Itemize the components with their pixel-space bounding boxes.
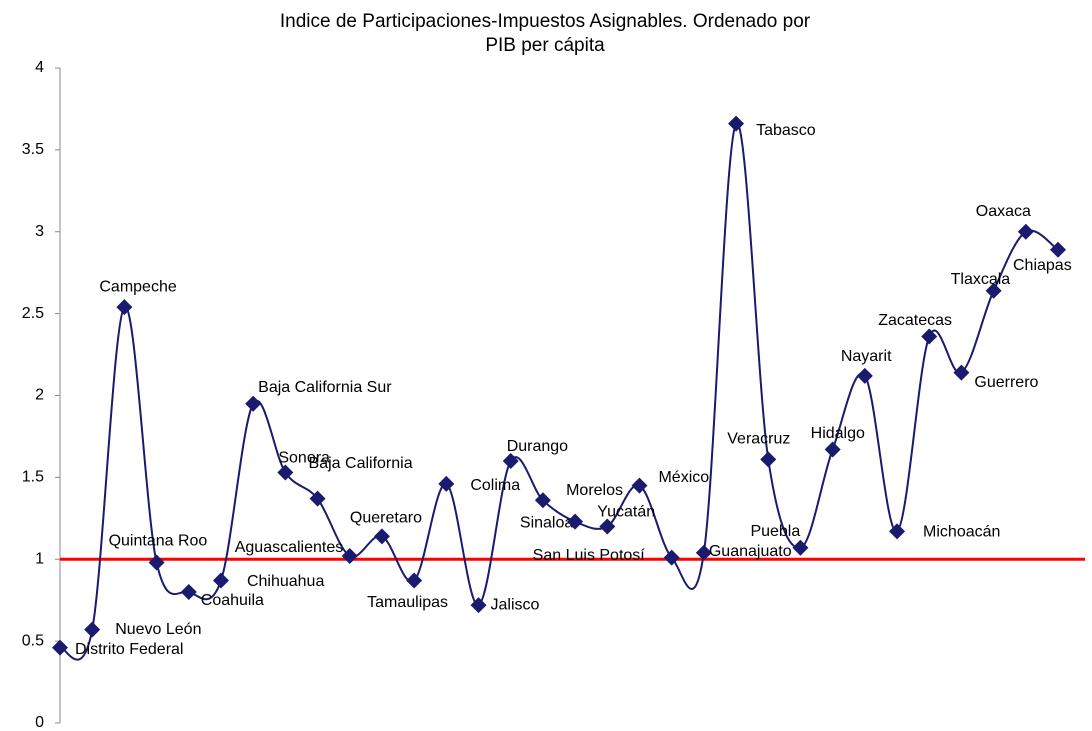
data-point xyxy=(921,328,938,345)
point-label: Hidalgo xyxy=(811,425,865,442)
data-point xyxy=(695,544,712,561)
point-label: Distrito Federal xyxy=(75,641,183,658)
point-label: Puebla xyxy=(750,523,800,540)
data-point xyxy=(148,554,165,571)
data-line xyxy=(59,122,1059,661)
data-point xyxy=(502,453,519,469)
point-label: Tlaxcala xyxy=(951,271,1011,288)
data-point xyxy=(470,597,487,614)
point-label: Quintana Roo xyxy=(109,533,208,550)
data-point xyxy=(985,282,1002,299)
point-label: Zacatecas xyxy=(878,312,952,329)
point-label: Veracruz xyxy=(727,431,790,448)
data-point xyxy=(760,451,777,468)
y-tick-label: 1.5 xyxy=(22,469,44,486)
data-point xyxy=(856,367,873,384)
point-label: Jalisco xyxy=(491,596,540,613)
point-label: Nuevo León xyxy=(115,621,201,638)
data-point xyxy=(245,395,262,412)
y-tick-label: 2 xyxy=(35,387,44,404)
y-tick-label: 0.5 xyxy=(22,632,44,649)
data-point xyxy=(438,475,455,492)
data-point xyxy=(792,539,809,556)
point-label: Chihuahua xyxy=(247,573,325,590)
y-tick-label: 3.5 xyxy=(22,141,44,158)
point-label: Morelos xyxy=(566,482,623,499)
point-label: Baja California xyxy=(309,455,413,472)
data-point xyxy=(567,513,584,530)
point-label: Aguascalientes xyxy=(235,539,344,556)
point-label: Tabasco xyxy=(756,122,816,139)
point-label: San Luis Potosí xyxy=(533,547,646,564)
data-point xyxy=(889,523,906,540)
point-label: Guanajuato xyxy=(709,543,792,560)
y-tick-label: 2.5 xyxy=(22,305,44,322)
point-label: Queretaro xyxy=(350,510,422,527)
data-point xyxy=(341,547,358,564)
data-point xyxy=(180,584,197,600)
data-point xyxy=(1050,241,1066,258)
data-point xyxy=(309,490,326,507)
data-point xyxy=(406,572,423,589)
point-label: Guerrero xyxy=(974,374,1038,391)
y-tick-label: 1 xyxy=(35,550,44,567)
data-point xyxy=(52,639,68,656)
point-label: Colima xyxy=(470,477,520,494)
data-point xyxy=(277,464,294,481)
data-point xyxy=(728,115,745,132)
data-point xyxy=(599,518,616,535)
point-label: Durango xyxy=(507,438,568,455)
point-label: Tamaulipas xyxy=(367,594,448,611)
point-label: México xyxy=(658,469,709,486)
data-point xyxy=(953,364,970,381)
data-point xyxy=(212,572,229,589)
point-label: Yucatán xyxy=(597,504,655,521)
point-label: Michoacán xyxy=(923,524,1000,541)
point-label: Nayarit xyxy=(841,348,892,365)
data-point xyxy=(84,621,101,638)
data-point xyxy=(824,441,841,458)
chart-title: Indice de Participaciones-Impuestos Asig… xyxy=(279,11,811,56)
point-label: Coahuila xyxy=(201,592,264,609)
y-tick-label: 3 xyxy=(35,223,44,240)
point-label: Oaxaca xyxy=(976,203,1031,220)
point-label: Baja California Sur xyxy=(258,379,392,396)
point-label: Chiapas xyxy=(1013,257,1072,274)
data-point xyxy=(534,492,551,509)
data-point xyxy=(1017,223,1034,240)
data-point xyxy=(631,477,648,494)
point-label: Campeche xyxy=(99,278,176,295)
point-label: Sinaloa xyxy=(520,515,573,532)
y-tick-label: 0 xyxy=(35,714,44,731)
data-point xyxy=(373,528,390,545)
data-point xyxy=(116,299,133,316)
y-tick-label: 4 xyxy=(35,59,44,76)
data-point xyxy=(663,549,680,566)
point-label: Sonora xyxy=(278,450,330,467)
